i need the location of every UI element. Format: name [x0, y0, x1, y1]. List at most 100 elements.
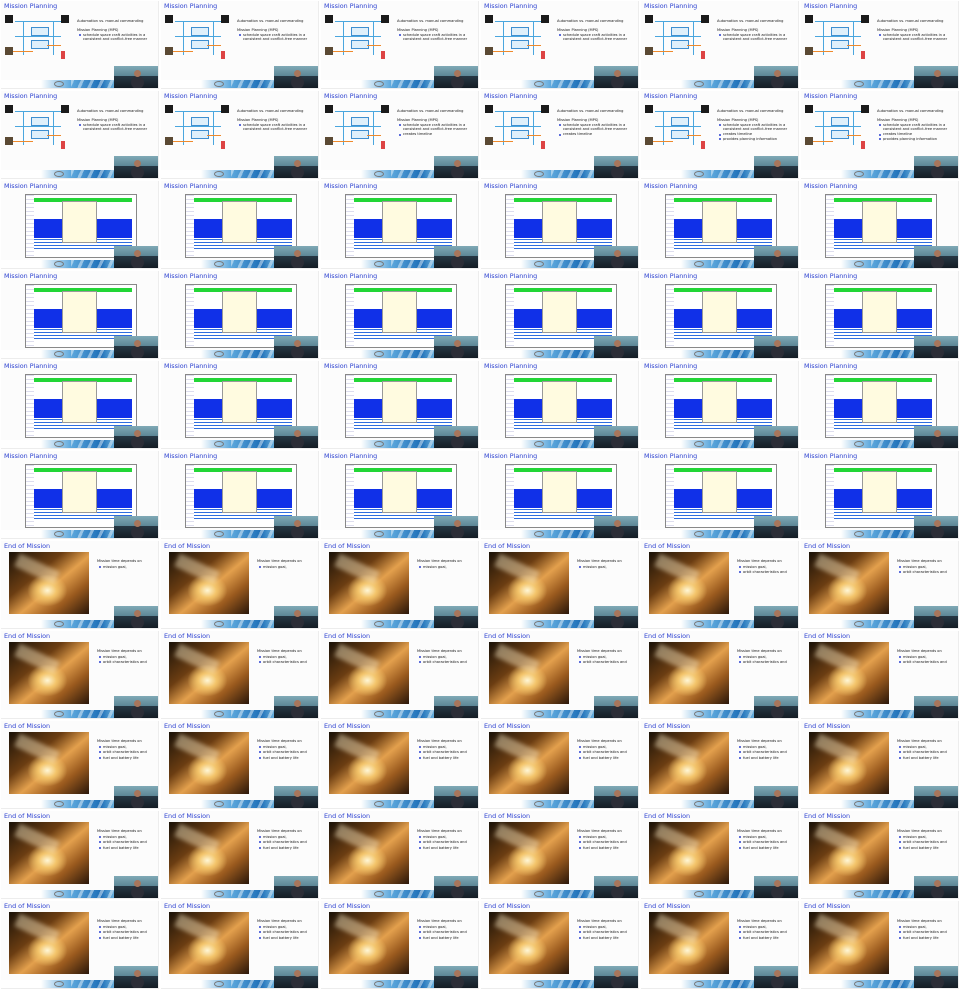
slide-thumbnail[interactable]: Mission Planning: [161, 181, 319, 269]
slide-thumbnail[interactable]: Mission Planning: [321, 451, 479, 539]
tool-sidebar: [346, 375, 354, 437]
slide-thumbnail[interactable]: Mission Planning: [161, 271, 319, 359]
slide-thumbnail[interactable]: Mission Planning: [1, 361, 159, 449]
tool-timeline-header: [194, 288, 292, 292]
slide-thumbnail[interactable]: End of Mission Mission time depends on mis…: [641, 541, 799, 629]
slide-thumbnail[interactable]: End of Mission Mission time depends on mis…: [481, 721, 639, 809]
slide-thumbnail[interactable]: Mission Planning Automation vs. manual co…: [481, 91, 639, 179]
diagram-connector: [13, 51, 33, 52]
slide-thumbnail[interactable]: Mission Planning: [801, 361, 959, 449]
slide-thumbnail[interactable]: Mission Planning Automation vs. manual co…: [801, 1, 959, 89]
tool-timeline-header: [354, 378, 452, 382]
slide-subheading: Mission Planning (MPS): [237, 27, 279, 32]
diagram-box: [831, 27, 849, 36]
slide-thumbnail[interactable]: End of Mission Mission time depends on mis…: [321, 811, 479, 899]
ground-station-icon: [701, 105, 709, 113]
slide-thumbnail[interactable]: Mission Planning: [321, 181, 479, 269]
slide-thumbnail[interactable]: Mission Planning Automation vs. manual co…: [321, 1, 479, 89]
institution-logo: [694, 171, 704, 177]
slide-thumbnail[interactable]: End of Mission Mission time depends on mis…: [1, 901, 159, 989]
reentry-photo: [169, 642, 249, 704]
slide-thumbnail[interactable]: End of Mission Mission time depends on mis…: [321, 901, 479, 989]
slide-thumbnail[interactable]: Mission Planning: [481, 451, 639, 539]
slide-thumbnail[interactable]: End of Mission Mission time depends on mis…: [161, 631, 319, 719]
slide-thumbnail[interactable]: Mission Planning: [1, 271, 159, 359]
slide-thumbnail[interactable]: Mission Planning Automation vs. manual co…: [161, 1, 319, 89]
slide-thumbnail[interactable]: Mission Planning Automation vs. manual co…: [481, 1, 639, 89]
slide-thumbnail[interactable]: End of Mission Mission time depends on mis…: [321, 631, 479, 719]
slide-thumbnail[interactable]: Mission Planning: [801, 451, 959, 539]
slide-thumbnail[interactable]: End of Mission Mission time depends on mis…: [641, 631, 799, 719]
bullet-item: schedule space craft activities in a con…: [557, 123, 637, 133]
slide-thumbnail[interactable]: End of Mission Mission time depends on mis…: [801, 631, 959, 719]
slide-thumbnail[interactable]: End of Mission Mission time depends on mis…: [161, 811, 319, 899]
slide-thumbnail[interactable]: End of Mission Mission time depends on mis…: [641, 901, 799, 989]
speaker-video-inset: [114, 696, 158, 718]
slide-title: End of Mission: [804, 812, 851, 820]
institution-logo: [54, 531, 64, 537]
slide-text: Mission time depends on mission goal, orbi…: [897, 829, 957, 851]
slide-thumbnail[interactable]: End of Mission Mission time depends on mis…: [1, 811, 159, 899]
ground-station-icon: [541, 15, 549, 23]
slide-thumbnail[interactable]: Mission Planning: [161, 361, 319, 449]
slide-thumbnail[interactable]: End of Mission Mission time depends on mis…: [801, 541, 959, 629]
slide-thumbnail[interactable]: Mission Planning: [801, 181, 959, 269]
slide-thumbnail[interactable]: End of Mission Mission time depends on mis…: [1, 541, 159, 629]
diagram-box: [191, 40, 209, 49]
slide-thumbnail[interactable]: Mission Planning: [641, 181, 799, 269]
diagram-connector: [343, 111, 344, 145]
slide-thumbnail[interactable]: End of Mission Mission time depends on mis…: [481, 811, 639, 899]
slide-text: Automation vs. manual commanding Mission …: [77, 19, 157, 42]
slide-thumbnail[interactable]: Mission Planning Automation vs. manual co…: [161, 91, 319, 179]
slide-thumbnail[interactable]: End of Mission Mission time depends on mis…: [801, 811, 959, 899]
slide-title: Mission Planning: [164, 452, 218, 460]
slide-thumbnail[interactable]: Mission Planning: [321, 271, 479, 359]
slide-thumbnail[interactable]: Mission Planning Automation vs. manual co…: [1, 1, 159, 89]
slide-thumbnail[interactable]: Mission Planning: [481, 361, 639, 449]
antenna-icon: [325, 47, 333, 55]
speaker-video-inset: [274, 66, 318, 88]
bullet-item: fuel and battery life: [577, 756, 637, 762]
slide-thumbnail[interactable]: End of Mission Mission time depends on mis…: [641, 721, 799, 809]
slide-thumbnail[interactable]: End of Mission Mission time depends on mis…: [801, 901, 959, 989]
slide-thumbnail[interactable]: Mission Planning: [161, 451, 319, 539]
reentry-photo: [9, 642, 89, 704]
slide-thumbnail[interactable]: End of Mission Mission time depends on mis…: [481, 901, 639, 989]
slide-thumbnail[interactable]: Mission Planning Automation vs. manual co…: [641, 1, 799, 89]
slide-thumbnail[interactable]: End of Mission Mission time depends on mis…: [1, 721, 159, 809]
slide-text: Mission time depends on mission goal, orbi…: [257, 919, 317, 941]
diagram-connector: [15, 21, 61, 22]
slide-thumbnail[interactable]: Mission Planning Automation vs. manual co…: [321, 91, 479, 179]
slide-thumbnail[interactable]: Mission Planning: [641, 271, 799, 359]
slide-thumbnail[interactable]: End of Mission Mission time depends on mis…: [481, 541, 639, 629]
slide-intro: Mission time depends on: [897, 829, 942, 833]
slide-thumbnail[interactable]: End of Mission Mission time depends on mis…: [1, 631, 159, 719]
reentry-photo: [489, 642, 569, 704]
slide-thumbnail[interactable]: Mission Planning: [641, 451, 799, 539]
slide-title: End of Mission: [324, 722, 371, 730]
slide-thumbnail[interactable]: End of Mission Mission time depends on mis…: [481, 631, 639, 719]
slide-thumbnail[interactable]: End of Mission Mission time depends on mis…: [321, 541, 479, 629]
bullet-item: orbit characteristics and: [577, 930, 637, 936]
slide-thumbnail[interactable]: Mission Planning Automation vs. manual co…: [1, 91, 159, 179]
slide-thumbnail[interactable]: End of Mission Mission time depends on mis…: [321, 721, 479, 809]
slide-thumbnail[interactable]: Mission Planning: [801, 271, 959, 359]
slide-thumbnail[interactable]: Mission Planning: [481, 271, 639, 359]
bullet-item: orbit characteristics and: [737, 660, 797, 666]
slide-thumbnail[interactable]: Mission Planning Automation vs. manual co…: [641, 91, 799, 179]
institution-logo: [374, 81, 384, 87]
diagram-connector: [175, 111, 221, 112]
slide-thumbnail[interactable]: Mission Planning: [481, 181, 639, 269]
slide-thumbnail[interactable]: End of Mission Mission time depends on mis…: [801, 721, 959, 809]
slide-thumbnail[interactable]: Mission Planning: [321, 361, 479, 449]
slide-thumbnail[interactable]: Mission Planning Automation vs. manual co…: [801, 91, 959, 179]
slide-thumbnail[interactable]: Mission Planning: [1, 451, 159, 539]
slide-thumbnail[interactable]: End of Mission Mission time depends on mis…: [161, 721, 319, 809]
planning-tool-screenshot: [505, 374, 617, 438]
slide-subheading: Mission Planning (MPS): [397, 117, 439, 122]
slide-thumbnail[interactable]: Mission Planning: [641, 361, 799, 449]
slide-thumbnail[interactable]: End of Mission Mission time depends on mis…: [161, 901, 319, 989]
slide-thumbnail[interactable]: End of Mission Mission time depends on mis…: [161, 541, 319, 629]
slide-thumbnail[interactable]: Mission Planning: [1, 181, 159, 269]
slide-thumbnail[interactable]: End of Mission Mission time depends on mis…: [641, 811, 799, 899]
